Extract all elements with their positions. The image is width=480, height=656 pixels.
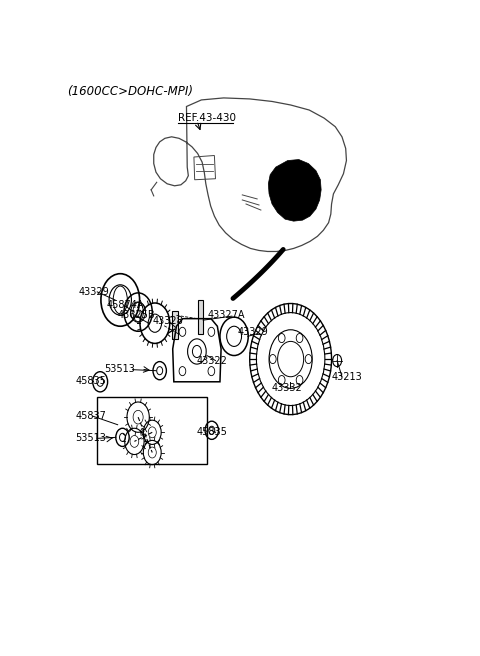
Text: 43213: 43213 xyxy=(332,372,362,382)
Text: 45835: 45835 xyxy=(197,427,228,438)
Text: 53513: 53513 xyxy=(76,434,107,443)
Text: 45874A: 45874A xyxy=(107,300,144,310)
Text: 43322: 43322 xyxy=(197,356,228,365)
Text: REF.43-430: REF.43-430 xyxy=(178,113,236,123)
Text: 53513: 53513 xyxy=(104,364,135,374)
Text: 45835: 45835 xyxy=(76,376,107,386)
Text: 43327A: 43327A xyxy=(208,310,246,320)
Text: 43329: 43329 xyxy=(238,327,269,337)
Text: 43625B: 43625B xyxy=(118,310,156,320)
Text: 43328: 43328 xyxy=(152,316,183,326)
Circle shape xyxy=(333,354,342,367)
Text: 45837: 45837 xyxy=(76,411,107,421)
Text: (1600CC>DOHC-MPI): (1600CC>DOHC-MPI) xyxy=(67,85,193,98)
Text: 43332: 43332 xyxy=(271,383,302,393)
Polygon shape xyxy=(268,159,321,221)
FancyBboxPatch shape xyxy=(172,312,178,339)
Text: 43329: 43329 xyxy=(79,287,109,297)
Bar xyxy=(97,397,207,464)
FancyBboxPatch shape xyxy=(198,300,203,335)
